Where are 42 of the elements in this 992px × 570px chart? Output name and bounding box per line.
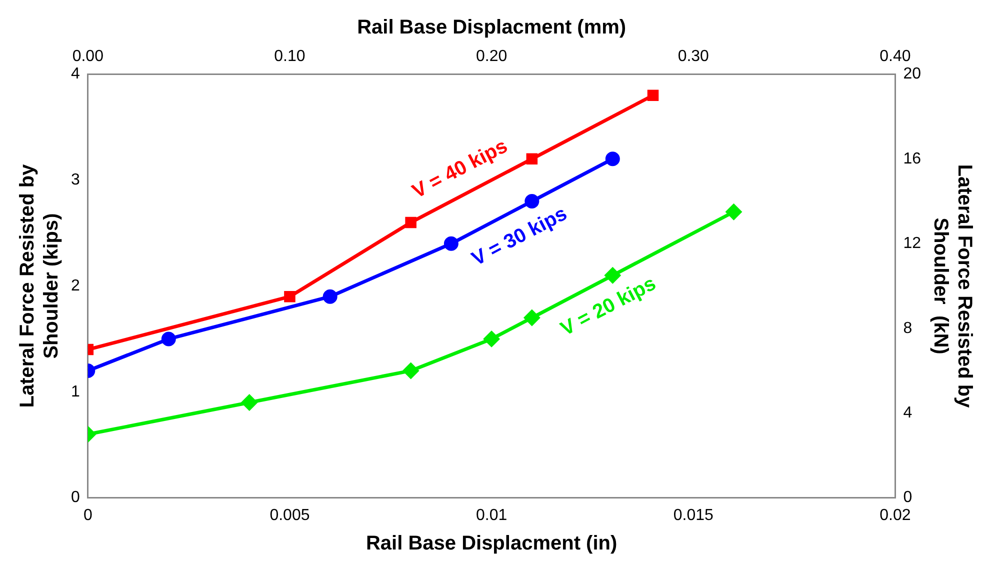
y2-tick-label: 0 [903, 489, 912, 506]
x2-tick-label: 0.10 [274, 48, 306, 66]
text: V = 40 kips [408, 135, 512, 203]
y2-axis-title: Lateral Force Resisted by Shoulder (kN) [929, 164, 976, 409]
point [605, 152, 620, 166]
text: V = 20 kips [557, 272, 660, 340]
x-tick-label: 0.01 [476, 506, 508, 524]
x-axis-title: Rail Base Displacment (in) [366, 532, 618, 555]
x2-tick-label: 0.00 [72, 48, 104, 66]
point [524, 310, 540, 326]
y2-tick-label: 4 [903, 404, 912, 422]
x2-axis-title: Rail Base Displacment (mm) [357, 16, 626, 39]
point [322, 289, 338, 304]
point [647, 90, 659, 102]
x2-tick-label: 0.30 [678, 48, 710, 66]
x2-tick-label: 0.20 [476, 48, 508, 66]
x-tick-label: 0 [83, 506, 92, 524]
x-tick-label: 0.005 [270, 506, 310, 524]
x2-tick-label: 0.40 [880, 48, 911, 66]
point [526, 153, 538, 165]
point [161, 332, 176, 346]
point [524, 194, 540, 209]
text: V = 30 kips [468, 202, 571, 270]
point [484, 331, 500, 347]
x-tick-label: 0.015 [673, 506, 714, 524]
y2-tick-label: 16 [903, 150, 922, 168]
point [444, 236, 458, 251]
y-axis-title: Lateral Force Resisted by Shoulder (kips) [16, 163, 63, 408]
point [284, 290, 296, 302]
y2-tick-label: 8 [903, 320, 912, 337]
y-tick-label: 2 [70, 277, 80, 294]
y-tick-label: 1 [70, 383, 80, 400]
point [242, 394, 258, 410]
y-tick-label: 0 [70, 489, 80, 506]
point [726, 204, 742, 220]
y-tick-label: 4 [70, 66, 80, 83]
y2-tick-label: 12 [903, 235, 922, 252]
y-tick-label: 3 [70, 172, 80, 189]
y2-tick-label: 20 [903, 66, 922, 83]
point [403, 362, 419, 378]
point [405, 216, 416, 228]
x-tick-label: 0.02 [880, 506, 911, 524]
